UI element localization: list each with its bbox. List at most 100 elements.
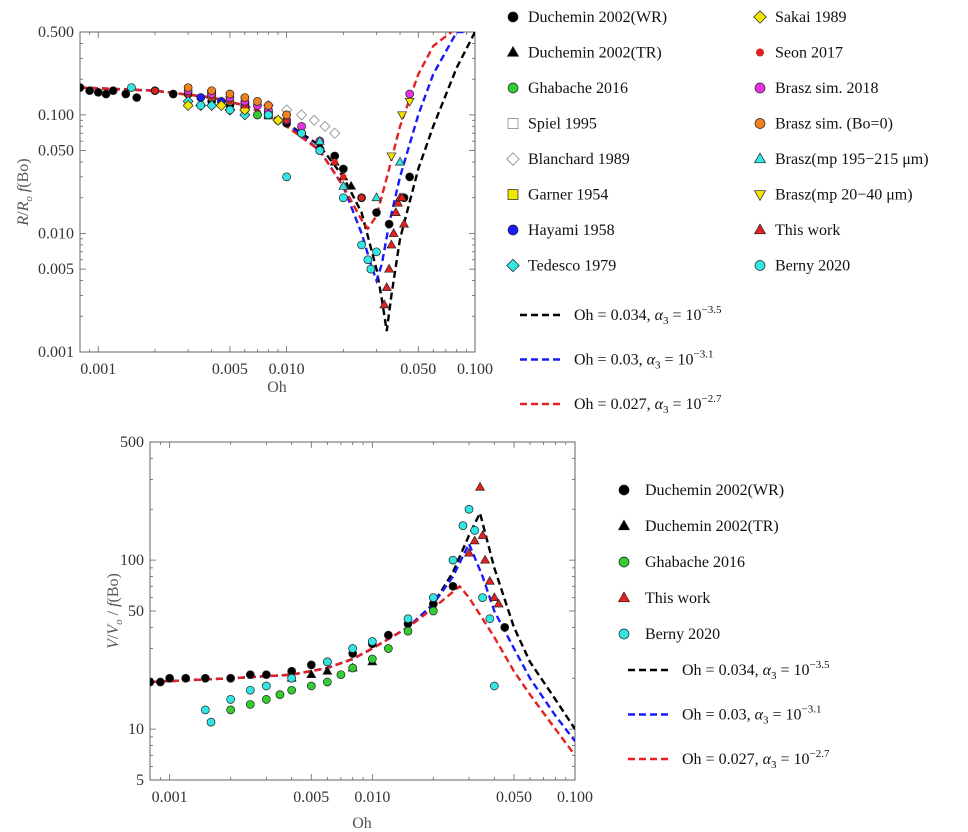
legend-curve-mid: = 10 — [776, 751, 809, 768]
legend-curve-sup: −3.5 — [702, 304, 722, 316]
legend2-marker-ghabache-2016 — [618, 556, 630, 568]
bottom-fit-curves — [150, 509, 575, 757]
y-tick-label: 0.100 — [38, 107, 74, 124]
x-tick-label: 0.010 — [269, 361, 305, 378]
legend-curve-alpha: α — [655, 396, 664, 413]
point-duchemin-2002-wr — [150, 677, 155, 687]
point-seon-2017 — [358, 194, 365, 201]
point-duchemin-2002-wr — [168, 89, 178, 99]
bottom-x-axis-label: Oh — [352, 815, 372, 832]
legend-curve-alpha: α — [763, 751, 772, 768]
top-y-label-bo: (Bo) — [15, 158, 32, 187]
point-berny-2020 — [464, 504, 474, 514]
top-panel: 0.001 0.005 0.010 0.050 0.100 0.001 0.005 0.010… — [15, 24, 493, 396]
legend-curve-sub: 3 — [663, 315, 669, 327]
point-brasz-sim-bo-0 — [240, 93, 250, 102]
point-duchemin-2002-tr — [322, 665, 333, 675]
legend-marker-brasz-sim-2018 — [754, 82, 766, 94]
point-berny-2020 — [367, 637, 377, 646]
top-y-label-r: R — [15, 216, 32, 227]
point-duchemin-2002-wr — [80, 83, 85, 92]
point-ghabache-2016 — [323, 677, 332, 687]
legend-curve-sup: −2.7 — [702, 393, 722, 405]
point-duchemin-2002-wr — [85, 86, 94, 96]
point-berny-2020 — [226, 695, 236, 704]
point-berny-2020 — [403, 614, 413, 624]
bottom-data-points — [150, 481, 510, 727]
point-duchemin-2002-wr — [93, 87, 103, 97]
point-seon-2017 — [331, 158, 338, 166]
point-duchemin-2002-wr — [245, 670, 255, 680]
point-this-work — [493, 598, 504, 608]
point-this-work — [390, 207, 401, 216]
legend-label-berny-2020: Berny 2020 — [775, 258, 850, 275]
point-this-work — [384, 263, 395, 273]
point-duchemin-2002-wr — [384, 219, 394, 229]
point-berny-2020 — [366, 264, 376, 274]
point-brasz-sim-bo-0 — [225, 89, 235, 99]
point-duchemin-2002-wr — [200, 673, 210, 683]
point-berny-2020 — [357, 240, 366, 250]
top-y-label-slash: / — [15, 211, 32, 216]
point-ghabache-2016 — [226, 705, 236, 715]
point-ghabache-2016 — [336, 670, 346, 680]
y-tick-label: 5 — [136, 772, 144, 789]
point-this-work — [386, 239, 397, 249]
legend-curve-label: Oh = 0.034, α3 = 10−3.5 — [682, 659, 830, 682]
point-sakai-1989 — [272, 114, 284, 126]
y-tick-label: 0.010 — [38, 225, 74, 242]
legend-marker-brasz-mp-20-40-m — [753, 190, 767, 202]
point-brasz-mp-20-40-m — [386, 152, 397, 162]
x-tick-label: 0.001 — [152, 789, 188, 806]
point-duchemin-2002-wr — [384, 630, 393, 640]
point-this-work — [392, 197, 403, 207]
point-brasz-mp-20-40-m — [404, 97, 415, 107]
point-duchemin-2002-wr — [500, 623, 510, 632]
point-ghabache-2016 — [253, 110, 262, 120]
legend-curve-mid: = 10 — [776, 662, 809, 679]
legend2-label-ghabache-2016: Ghabache 2016 — [645, 554, 745, 571]
top-axis-ticks: 0.001 0.005 0.010 0.050 0.100 0.001 0.005 0.010… — [38, 24, 493, 378]
legend-marker-hayami-1958 — [507, 224, 519, 236]
legend-label-brasz-mp-195-215-m: Brasz(mp 195−215 μm) — [775, 151, 929, 168]
legend-marker-brasz-sim-bo-0 — [754, 118, 766, 129]
legend-curve-prefix: Oh = 0.03, — [682, 707, 755, 724]
legend-label-seon-2017: Seon 2017 — [775, 45, 843, 62]
legend-label-duchemin-2002-wr: Duchemin 2002(WR) — [528, 9, 667, 26]
point-this-work — [489, 592, 500, 602]
point-this-work — [381, 282, 392, 291]
point-this-work — [397, 192, 408, 202]
legend-curve-prefix: Oh = 0.034, — [682, 662, 763, 679]
point-berny-2020 — [348, 644, 358, 653]
y-tick-label: 0.500 — [38, 24, 74, 41]
point-berny-2020 — [282, 172, 291, 182]
legend-curve-prefix: Oh = 0.034, — [574, 307, 655, 324]
point-berny-2020 — [245, 685, 255, 695]
point-this-work — [379, 299, 390, 309]
point-berny-2020 — [372, 247, 381, 257]
top-x-axis-label: Oh — [267, 379, 287, 396]
legend-curve-sub: 3 — [771, 759, 777, 771]
point-duchemin-2002-wr — [372, 208, 381, 217]
legend-marker-tedesco-1979 — [506, 258, 520, 273]
point-this-work — [477, 530, 488, 539]
point-duchemin-2002-wr — [448, 581, 458, 591]
point-duchemin-2002-wr — [261, 670, 271, 680]
legend-curve-mid: = 10 — [660, 352, 693, 369]
point-ghabache-2016 — [261, 695, 271, 704]
point-blanchard-1989 — [319, 120, 331, 132]
legend-marker-ghabache-2016 — [507, 82, 519, 94]
point-duchemin-2002-wr — [306, 660, 316, 670]
legend-label-hayami-1958: Hayami 1958 — [528, 222, 615, 239]
point-berny-2020 — [458, 521, 468, 530]
point-ghabache-2016 — [367, 654, 377, 664]
legend-marker-blanchard-1989 — [506, 152, 520, 166]
legend-curve-prefix: Oh = 0.027, — [682, 751, 763, 768]
top-y-label-r2: R — [15, 201, 32, 212]
legend-label-this-work: This work — [775, 222, 840, 239]
legend2-marker-duchemin-2002-tr — [617, 519, 631, 531]
legend-curve-sup: −2.7 — [810, 748, 830, 760]
legend-curve-label: Oh = 0.027, α3 = 10−2.7 — [574, 393, 722, 416]
bottom-y-label-sub: o — [113, 619, 125, 625]
point-berny-2020 — [485, 614, 495, 624]
